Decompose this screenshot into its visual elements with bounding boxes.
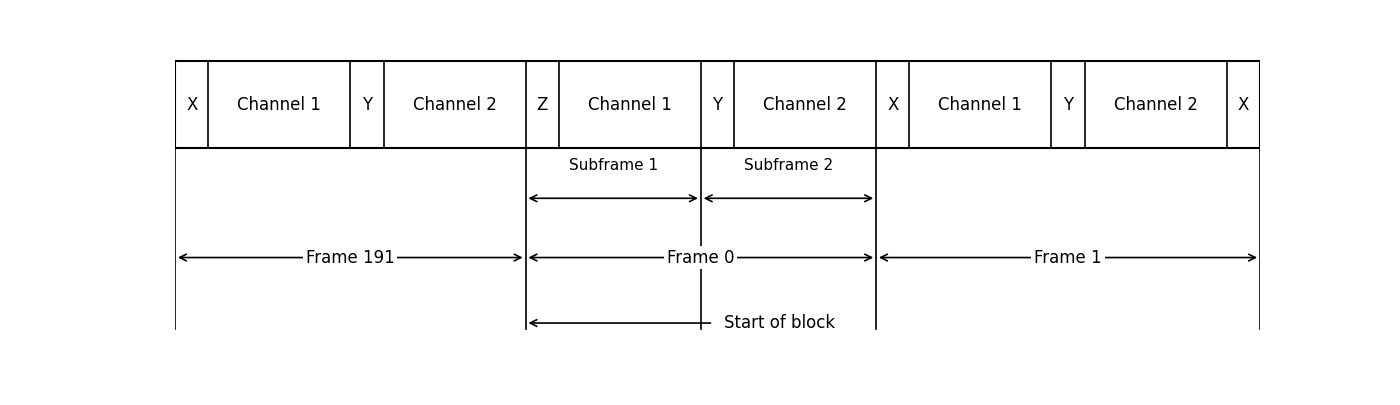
Text: Channel 1: Channel 1 (938, 96, 1022, 114)
Text: X: X (888, 96, 899, 114)
Text: Subframe 1: Subframe 1 (568, 158, 658, 173)
Text: Z: Z (536, 96, 547, 114)
Text: Channel 2: Channel 2 (1114, 96, 1197, 114)
Text: Subframe 2: Subframe 2 (743, 158, 833, 173)
Text: Channel 2: Channel 2 (763, 96, 847, 114)
Text: Channel 1: Channel 1 (238, 96, 321, 114)
Text: Y: Y (361, 96, 372, 114)
Text: Channel 2: Channel 2 (413, 96, 497, 114)
Text: Start of block: Start of block (724, 314, 834, 332)
Text: Channel 1: Channel 1 (588, 96, 672, 114)
Text: Y: Y (713, 96, 722, 114)
Text: Y: Y (1063, 96, 1074, 114)
Text: X: X (186, 96, 197, 114)
Text: X: X (1238, 96, 1249, 114)
Text: Frame 0: Frame 0 (666, 249, 735, 266)
Text: Frame 191: Frame 191 (305, 249, 395, 266)
Bar (175, 61, 1260, 148)
Text: Frame 1: Frame 1 (1035, 249, 1102, 266)
